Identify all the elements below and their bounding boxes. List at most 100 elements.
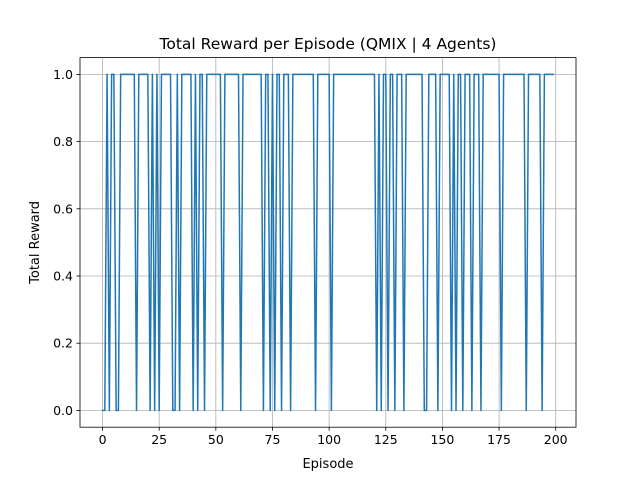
data-point bbox=[258, 73, 260, 76]
data-point bbox=[514, 73, 516, 76]
data-point bbox=[108, 409, 111, 412]
data-point bbox=[362, 73, 364, 76]
x-axis-ticks: 0 25 50 75 100 125 150 175 200 bbox=[99, 427, 568, 447]
y-axis-ticks: 0.0 0.2 0.4 0.6 0.8 1.0 bbox=[53, 67, 80, 418]
data-point bbox=[543, 73, 546, 76]
data-point bbox=[437, 409, 439, 412]
data-point bbox=[208, 73, 210, 76]
data-point bbox=[396, 73, 398, 76]
data-point bbox=[133, 73, 136, 76]
data-point bbox=[328, 73, 330, 76]
data-point bbox=[212, 73, 215, 76]
x-tick-label: 25 bbox=[151, 432, 167, 447]
data-point bbox=[271, 73, 274, 76]
x-tick-label: 0 bbox=[99, 432, 107, 447]
data-point bbox=[210, 73, 213, 76]
y-tick-label: 1.0 bbox=[53, 67, 73, 82]
y-axis-label: Total Reward bbox=[28, 201, 43, 285]
plot-frame bbox=[79, 57, 577, 428]
data-point bbox=[219, 73, 222, 76]
data-point bbox=[167, 73, 170, 76]
data-point bbox=[403, 409, 405, 412]
data-point bbox=[421, 73, 423, 76]
data-point bbox=[473, 73, 475, 76]
data-point bbox=[149, 409, 151, 412]
data-point bbox=[382, 73, 385, 76]
data-point bbox=[160, 73, 163, 76]
data-point bbox=[446, 73, 448, 76]
data-point bbox=[285, 73, 287, 76]
x-tick-label: 200 bbox=[544, 432, 568, 447]
data-point bbox=[453, 73, 455, 76]
data-point bbox=[507, 73, 509, 76]
data-point bbox=[128, 73, 131, 76]
data-point bbox=[162, 73, 165, 76]
data-point bbox=[355, 73, 358, 76]
data-point bbox=[364, 73, 367, 76]
data-point bbox=[251, 73, 253, 76]
data-point bbox=[498, 73, 500, 76]
data-point bbox=[253, 73, 256, 76]
data-point bbox=[144, 73, 147, 76]
data-point bbox=[138, 73, 140, 76]
data-point bbox=[480, 409, 482, 412]
data-point bbox=[412, 73, 414, 76]
data-point bbox=[131, 73, 133, 76]
data-point bbox=[516, 73, 518, 76]
data-point bbox=[448, 73, 450, 76]
data-point bbox=[264, 73, 267, 76]
data-point bbox=[196, 409, 199, 412]
data-point bbox=[217, 73, 219, 76]
data-point bbox=[405, 73, 407, 76]
data-point bbox=[419, 73, 421, 76]
data-point bbox=[443, 73, 446, 76]
data-point bbox=[192, 409, 194, 412]
data-point bbox=[353, 73, 355, 76]
data-point bbox=[307, 73, 310, 76]
x-tick-label: 75 bbox=[265, 432, 281, 447]
data-point bbox=[414, 73, 416, 76]
chart-title: Total Reward per Episode (QMIX | 4 Agent… bbox=[159, 35, 497, 53]
data-point bbox=[226, 73, 228, 76]
data-point bbox=[267, 73, 269, 76]
data-point bbox=[260, 73, 262, 76]
data-point bbox=[190, 73, 192, 76]
data-point bbox=[278, 73, 281, 76]
data-point bbox=[509, 73, 512, 76]
data-point bbox=[450, 409, 453, 412]
data-point bbox=[357, 73, 360, 76]
data-point bbox=[477, 73, 480, 76]
data-point bbox=[366, 73, 369, 76]
data-point bbox=[432, 73, 435, 76]
data-point bbox=[230, 73, 233, 76]
data-point bbox=[409, 73, 412, 76]
data-point bbox=[104, 409, 106, 412]
data-point bbox=[369, 73, 371, 76]
data-point bbox=[530, 73, 532, 76]
y-tick-label: 0.6 bbox=[53, 201, 73, 216]
data-point bbox=[181, 73, 183, 76]
x-tick-label: 175 bbox=[487, 432, 511, 447]
data-point bbox=[262, 409, 265, 412]
data-point bbox=[389, 73, 392, 76]
data-point bbox=[434, 73, 437, 76]
data-point bbox=[178, 409, 181, 412]
data-point bbox=[400, 73, 403, 76]
data-point bbox=[117, 409, 120, 412]
data-point bbox=[375, 409, 378, 412]
data-point bbox=[493, 73, 496, 76]
data-point bbox=[172, 409, 174, 412]
data-point bbox=[119, 73, 122, 76]
data-point bbox=[505, 73, 507, 76]
data-point bbox=[523, 73, 525, 76]
data-point bbox=[332, 73, 335, 76]
data-point bbox=[194, 73, 197, 76]
data-point bbox=[115, 409, 117, 412]
data-point bbox=[344, 73, 346, 76]
data-point bbox=[314, 409, 317, 412]
data-point bbox=[215, 73, 217, 76]
data-point bbox=[158, 409, 160, 412]
data-point bbox=[140, 73, 142, 76]
y-tick-label: 0.2 bbox=[53, 336, 73, 351]
